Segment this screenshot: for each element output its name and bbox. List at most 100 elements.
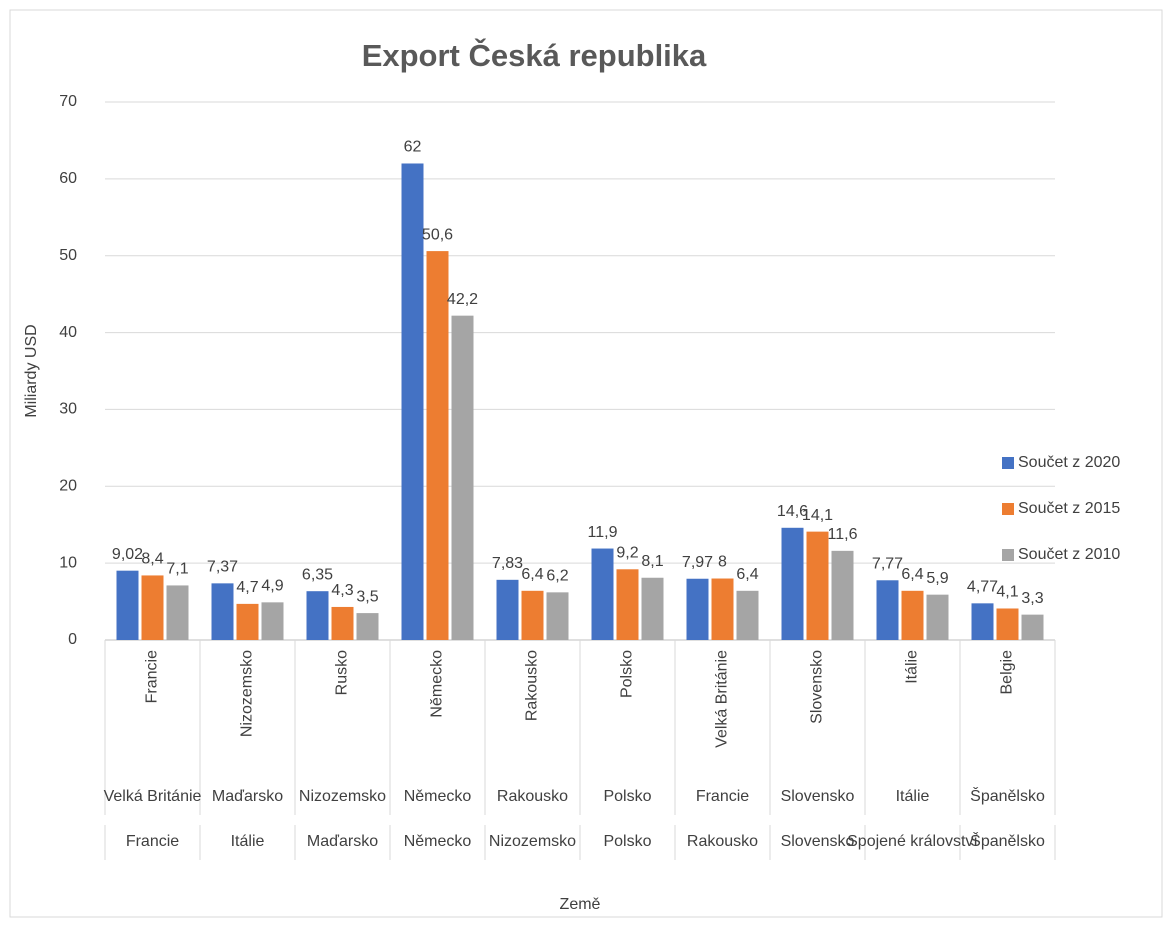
- data-label: 7,97: [682, 554, 713, 571]
- data-label: 42,2: [447, 291, 478, 308]
- data-label: 7,83: [492, 555, 523, 572]
- bar: [546, 592, 569, 640]
- x-tick-label-level2: Nizozemsko: [299, 788, 386, 805]
- bar: [306, 591, 329, 640]
- y-tick-label: 10: [59, 554, 77, 571]
- bar: [141, 575, 164, 640]
- bar: [831, 550, 854, 640]
- bar: [496, 579, 519, 640]
- legend-label: Součet z 2020: [1018, 454, 1120, 471]
- legend-label: Součet z 2015: [1018, 500, 1120, 517]
- bar: [401, 163, 424, 640]
- x-tick-label-level3: Slovensko: [781, 833, 855, 850]
- x-tick-label-level2: Rakousko: [497, 788, 568, 805]
- bar: [116, 570, 139, 640]
- data-label: 4,9: [261, 578, 283, 595]
- data-label: 50,6: [422, 226, 453, 243]
- bar: [236, 603, 259, 640]
- x-tick-label-level3: Itálie: [231, 833, 265, 850]
- bar: [641, 577, 664, 640]
- y-axis-title: Miliardy USD: [23, 324, 40, 417]
- x-tick-label-level2: Maďarsko: [212, 788, 283, 805]
- x-tick-label-level2: Polsko: [603, 788, 651, 805]
- x-tick-label: Itálie: [904, 650, 921, 684]
- x-tick-label-level2: Německo: [404, 788, 472, 805]
- data-label: 7,77: [872, 556, 903, 573]
- x-tick-label-level2: Slovensko: [781, 788, 855, 805]
- data-label: 3,5: [356, 588, 378, 605]
- data-label: 9,2: [616, 545, 638, 562]
- y-tick-label: 20: [59, 478, 77, 495]
- data-label: 4,7: [236, 579, 258, 596]
- x-tick-label: Slovensko: [809, 650, 826, 724]
- bar: [996, 608, 1019, 640]
- x-tick-label-level3: Španělsko: [970, 831, 1045, 850]
- data-label: 4,77: [967, 579, 998, 596]
- data-label: 4,3: [331, 582, 353, 599]
- bar: [971, 603, 994, 640]
- bar: [211, 583, 234, 640]
- bar: [781, 527, 804, 640]
- bar: [711, 578, 734, 640]
- data-label: 62: [404, 139, 422, 156]
- data-label: 6,4: [901, 566, 923, 583]
- x-tick-label-level3: Spojené království: [847, 833, 978, 850]
- data-label: 5,9: [926, 570, 948, 587]
- data-label: 6,2: [546, 568, 568, 585]
- x-tick-label-level3: Maďarsko: [307, 833, 378, 850]
- legend-swatch: [1002, 457, 1014, 469]
- bar: [926, 594, 949, 640]
- data-label: 7,37: [207, 559, 238, 576]
- data-label: 7,1: [166, 561, 188, 578]
- x-tick-label: Rusko: [334, 650, 351, 695]
- data-label: 3,3: [1021, 590, 1043, 607]
- bar: [451, 315, 474, 640]
- bar: [426, 251, 449, 641]
- x-tick-label: Rakousko: [524, 650, 541, 721]
- x-tick-label: Polsko: [619, 650, 636, 698]
- bar: [876, 580, 899, 640]
- bar: [1021, 614, 1044, 640]
- y-tick-label: 60: [59, 170, 77, 187]
- y-tick-label: 30: [59, 401, 77, 418]
- chart-title: Export Česká republika: [362, 37, 707, 73]
- bar: [521, 590, 544, 640]
- data-label: 6,4: [736, 566, 758, 583]
- y-tick-label: 40: [59, 324, 77, 341]
- legend-label: Součet z 2010: [1018, 546, 1120, 563]
- legend-swatch: [1002, 549, 1014, 561]
- data-label: 6,4: [521, 566, 543, 583]
- x-tick-label: Francie: [144, 650, 161, 703]
- data-label: 8,1: [641, 553, 663, 570]
- x-tick-label-level3: Polsko: [603, 833, 651, 850]
- legend-swatch: [1002, 503, 1014, 515]
- x-tick-label: Belgie: [999, 650, 1016, 695]
- y-tick-label: 0: [68, 631, 77, 648]
- x-tick-label: Velká Británie: [714, 650, 731, 748]
- data-label: 8,4: [141, 551, 163, 568]
- x-tick-label: Německo: [429, 650, 446, 718]
- data-label: 11,9: [588, 524, 618, 541]
- bar: [736, 590, 759, 640]
- x-tick-label: Nizozemsko: [239, 650, 256, 737]
- data-label: 11,6: [828, 526, 858, 543]
- data-label: 14,6: [777, 503, 808, 520]
- bar: [901, 590, 924, 640]
- bar: [356, 613, 379, 640]
- bar: [261, 602, 284, 640]
- bar: [166, 585, 189, 640]
- x-axis-title: Země: [560, 896, 601, 913]
- bar: [806, 531, 829, 640]
- x-tick-label-level2: Španělsko: [970, 786, 1045, 805]
- x-tick-label-level3: Rakousko: [687, 833, 758, 850]
- bar: [616, 569, 639, 640]
- y-tick-label: 70: [59, 93, 77, 110]
- x-tick-label-level3: Německo: [404, 833, 472, 850]
- data-label: 14,1: [802, 507, 833, 524]
- bar: [686, 578, 709, 640]
- bar: [591, 548, 614, 640]
- x-tick-label-level2: Velká Británie: [104, 788, 202, 805]
- x-tick-label-level2: Itálie: [896, 788, 930, 805]
- data-label: 6,35: [302, 566, 333, 583]
